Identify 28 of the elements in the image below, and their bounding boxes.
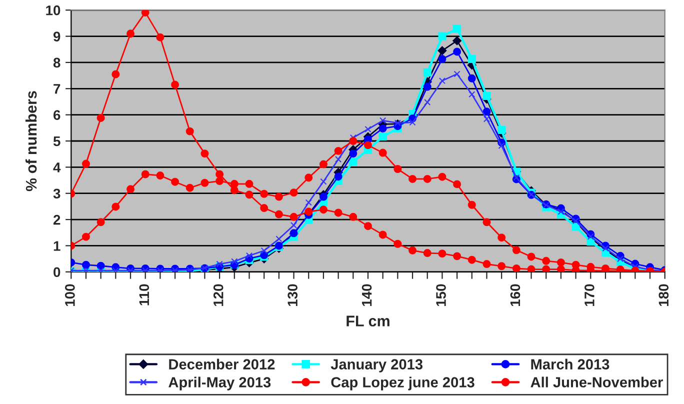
x-tick-label: 180: [658, 284, 669, 306]
legend-label: December 2012: [169, 358, 275, 370]
x-tick-label: 100: [65, 284, 75, 306]
x-tick-label: 120: [213, 284, 224, 306]
legend-label: January 2013: [330, 359, 423, 372]
y-tick-label: 2: [53, 214, 60, 225]
y-tick-label: 7: [54, 84, 60, 94]
y-tick-label: 8: [53, 58, 60, 68]
y-tick-label: 6: [54, 110, 60, 120]
legend-label: All June-November: [530, 376, 663, 388]
x-tick-label: 170: [584, 284, 594, 306]
legend-label: March 2013: [531, 358, 610, 370]
x-tick-label: 110: [139, 284, 150, 306]
y-tick-label: 9: [53, 32, 60, 42]
x-axis-title: FL cm: [346, 316, 390, 326]
y-tick-label: 5: [53, 136, 60, 146]
legend-label: Cap Lopez june 2013: [331, 376, 474, 390]
x-tick-label: 130: [288, 284, 298, 306]
y-axis-title: % of numbers: [25, 91, 37, 192]
y-tick-label: 10: [46, 5, 60, 16]
y-tick-label: 4: [53, 162, 61, 172]
x-tick-label: 140: [362, 284, 372, 306]
y-tick-label: 3: [53, 188, 60, 199]
legend-label: April-May 2013: [168, 376, 271, 390]
x-tick-label: 160: [510, 284, 520, 306]
y-tick-label: 1: [54, 241, 60, 251]
y-tick-label: 0: [54, 267, 60, 278]
x-tick-label: 150: [436, 284, 446, 306]
